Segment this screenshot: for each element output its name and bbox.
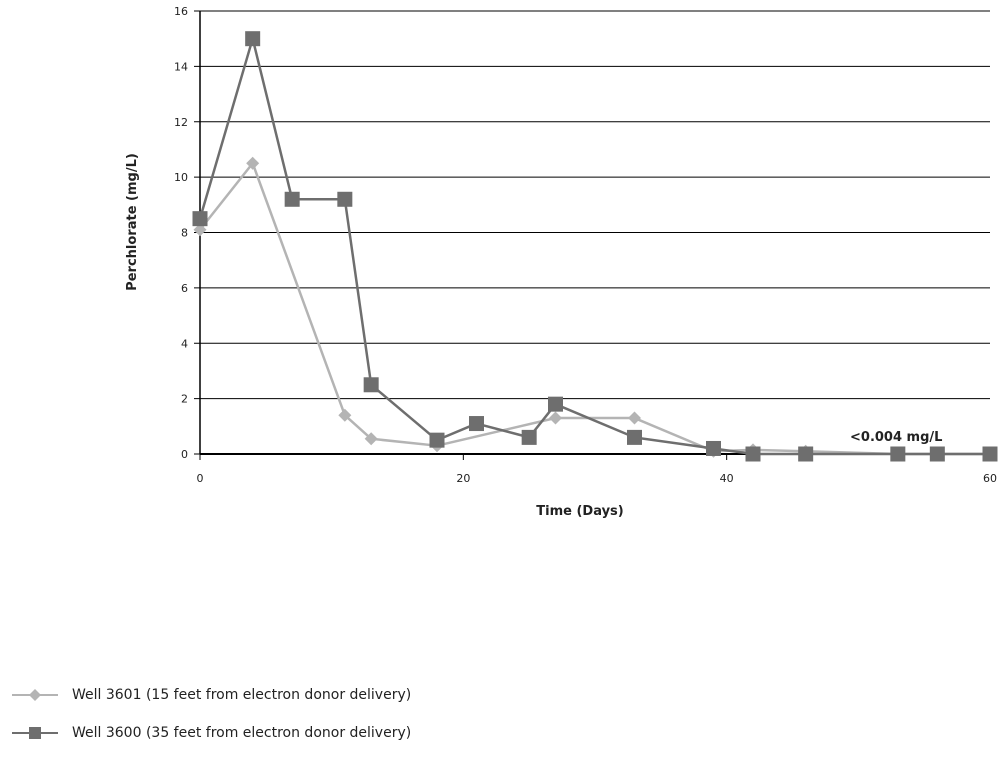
axes	[194, 10, 991, 460]
series-lines	[198, 37, 990, 456]
legend: Well 3601 (15 feet from electron donor d…	[10, 683, 411, 759]
y-tick-label: 10	[174, 171, 188, 184]
data-point-diamond	[246, 156, 260, 170]
data-point-square	[706, 440, 721, 456]
x-tick-label: 60	[983, 472, 997, 485]
y-tick-label: 4	[181, 337, 188, 350]
series-line-2	[198, 37, 990, 456]
data-point-square	[521, 429, 537, 445]
y-tick-label: 12	[174, 116, 188, 129]
data-point-square	[890, 446, 906, 462]
detection-limit-annotation: <0.004 mg/L	[850, 430, 942, 445]
legend-label-well-3600: Well 3600 (35 feet from electron donor d…	[72, 725, 412, 741]
y-tick-label: 8	[181, 227, 188, 240]
x-tick-label: 20	[456, 472, 470, 485]
data-point-diamond	[364, 432, 378, 446]
data-point-diamond	[193, 223, 207, 237]
y-axis-title: Perchlorate (mg/L)	[125, 153, 140, 291]
legend-swatch-diamond	[12, 689, 58, 701]
data-point-diamond	[549, 411, 562, 425]
data-point-square	[798, 446, 814, 462]
y-tick-label: 0	[181, 448, 188, 461]
x-axis-title: Time (Days)	[536, 504, 623, 519]
legend-label-well-3601: Well 3601 (15 feet from electron donor d…	[72, 687, 412, 703]
x-tick-label: 40	[720, 472, 734, 485]
legend-swatch-square	[12, 727, 58, 739]
data-point-square	[548, 396, 563, 412]
data-point-diamond	[338, 408, 352, 422]
data-point-square	[929, 446, 945, 462]
legend-item-well-3601: Well 3601 (15 feet from electron donor d…	[10, 683, 411, 707]
legend-item-well-3600: Well 3600 (35 feet from electron donor d…	[10, 721, 411, 745]
y-tick-labels: 0 2 4 6 8 10 12 14 16	[174, 5, 188, 461]
y-tick-label: 14	[174, 60, 188, 73]
data-point-square	[363, 377, 379, 393]
x-tick-labels: 0 20 40 60	[197, 472, 998, 485]
data-point-diamond	[628, 411, 641, 425]
data-point-square	[745, 446, 761, 462]
data-point-square	[982, 446, 998, 462]
data-point-square	[284, 191, 300, 207]
data-point-square	[192, 211, 208, 227]
chart: 0 2 4 6 8 10 12 14 16 0 20 40 60 Time (Days) Perchl…	[125, 5, 998, 519]
y-tick-label: 16	[174, 5, 188, 18]
series-line-1	[199, 162, 990, 456]
series-markers	[192, 31, 998, 462]
gridlines	[200, 10, 990, 455]
y-tick-label: 6	[181, 282, 188, 295]
data-point-square	[469, 416, 484, 432]
data-point-square	[337, 191, 353, 207]
y-tick-label: 2	[181, 393, 188, 406]
x-tick-label: 0	[197, 472, 204, 485]
data-point-square	[429, 432, 445, 448]
data-point-square	[627, 429, 642, 445]
data-point-square	[245, 31, 261, 47]
